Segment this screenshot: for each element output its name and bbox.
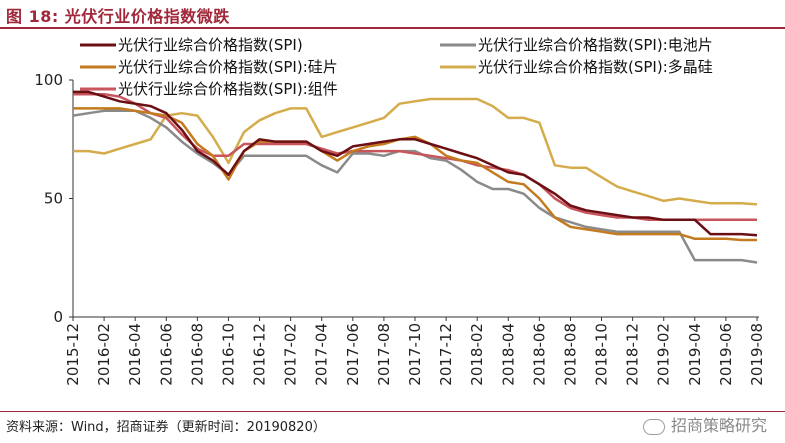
x-tick-label: 2018-08: [561, 323, 579, 386]
y-tick-label: 0: [53, 308, 63, 326]
x-tick-label: 2019-04: [686, 323, 704, 386]
x-tick-label: 2017-02: [282, 323, 300, 386]
x-tick-label: 2019-08: [748, 323, 766, 386]
x-tick-label: 2018-04: [499, 323, 517, 386]
x-tick-label: 2019-06: [717, 323, 735, 386]
x-tick-label: 2018-10: [593, 323, 611, 386]
series-line: [73, 90, 758, 237]
x-tick-label: 2017-06: [344, 323, 362, 386]
legend-label: 光伏行业综合价格指数(SPI):多晶硅: [478, 58, 713, 76]
figure-title: 图 18: 光伏行业价格指数微跌: [6, 7, 230, 26]
x-tick-label: 2015-12: [64, 323, 82, 386]
x-tick-label: 2016-02: [95, 323, 113, 386]
legend-label: 光伏行业综合价格指数(SPI):硅片: [118, 58, 338, 76]
series-line: [72, 109, 758, 264]
chart-series: [72, 90, 758, 264]
x-tick-label: 2017-10: [406, 323, 424, 386]
x-tick-label: 2018-12: [624, 323, 642, 386]
watermark-text: 招商策略研究: [670, 416, 767, 435]
x-tick-label: 2018-06: [530, 323, 548, 386]
x-tick-label: 2018-02: [468, 323, 486, 386]
legend-label: 光伏行业综合价格指数(SPI):电池片: [478, 36, 713, 54]
x-tick-label: 2016-10: [219, 323, 237, 386]
series-line: [73, 107, 757, 242]
chart-axes: 0 50 100 2015-12 2016-02 2016-04 2016-06 2016-0…: [34, 71, 766, 386]
line-chart: 0 50 100 2015-12 2016-02 2016-04 2016-06 2016-0…: [34, 36, 766, 386]
x-tick-label: 2016-04: [126, 323, 144, 386]
x-tick-label: 2016-12: [251, 323, 269, 386]
x-tick-label: 2017-08: [375, 323, 393, 386]
chart-legend: 光伏行业综合价格指数(SPI) 光伏行业综合价格指数(SPI):电池片光伏行业综合…: [80, 36, 713, 98]
series-line: [73, 92, 757, 222]
series-line: [73, 97, 758, 206]
title-rule: [0, 27, 785, 29]
x-tick-label: 2016-06: [157, 323, 175, 386]
legend-label: 光伏行业综合价格指数(SPI): [118, 36, 303, 54]
source-note: 资料来源：Wind，招商证券（更新时间：20190820）: [6, 420, 326, 435]
watermark: 招商策略研究: [642, 412, 767, 436]
y-tick-label: 50: [44, 190, 63, 208]
watermark-logo-icon: [642, 418, 665, 435]
x-tick-label: 2017-04: [313, 323, 331, 386]
x-tick-label: 2016-08: [188, 323, 206, 386]
y-tick-label: 100: [34, 71, 63, 89]
legend-label: 光伏行业综合价格指数(SPI):组件: [118, 80, 338, 98]
x-tick-label: 2017-12: [437, 323, 455, 386]
source-rule: [0, 411, 785, 412]
x-tick-label: 2019-02: [655, 323, 673, 386]
